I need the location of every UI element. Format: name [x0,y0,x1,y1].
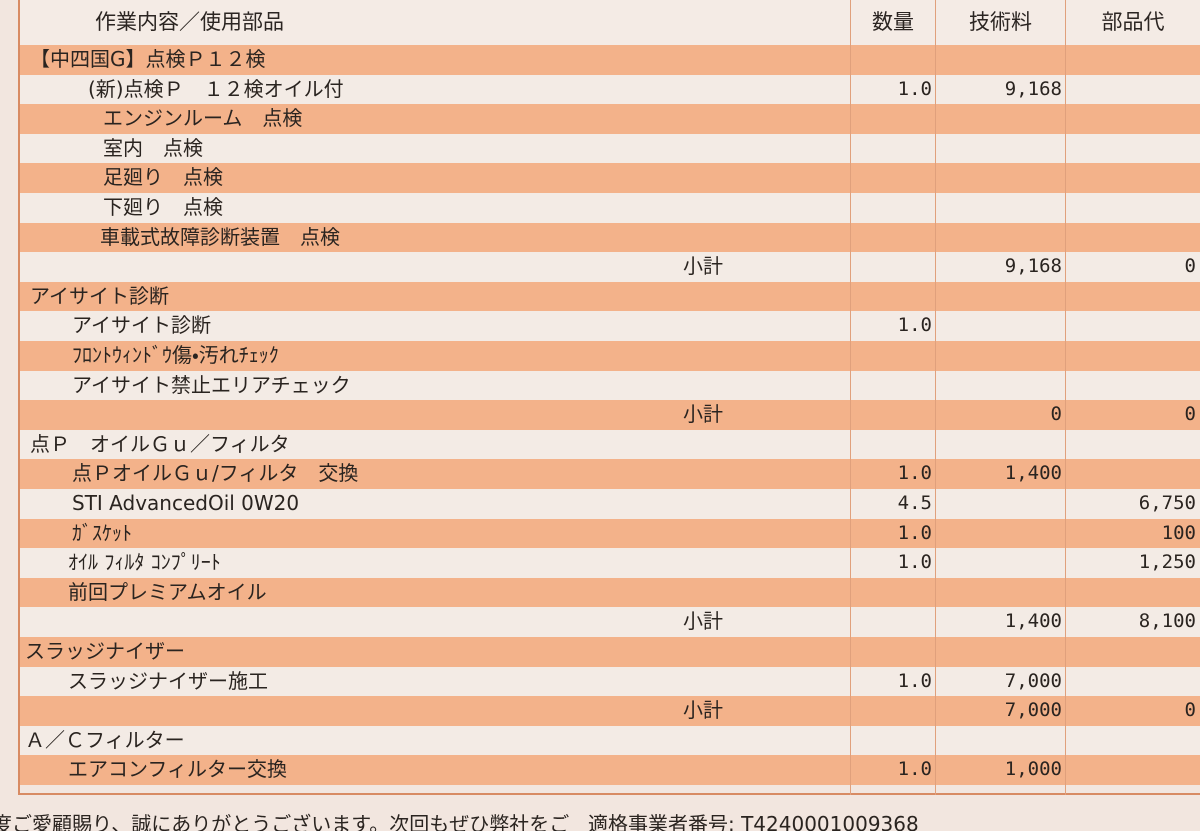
table-row: 小計 0 0 [20,400,1200,430]
item-name: スラッジナイザー施工 [68,668,268,693]
column-divider [850,0,851,795]
table-row: 車載式故障診断装置 点検 [20,222,1200,253]
table-row: 点ＰオイルＧｕ/フィルタ 交換 1.0 1,400 [20,459,1200,489]
table-frame [18,0,1200,795]
table-row: 【中四国G】点検Ｐ１２検 [20,45,1200,75]
labor-fee: 7,000 [1004,669,1062,692]
item-name: スラッジナイザー [25,639,185,663]
quantity: 1.0 [897,521,932,544]
table-row: 室内 点検 [20,133,1200,164]
subtotal-label: 小計 [683,698,723,723]
parts-cost: 1,250 [1138,551,1196,574]
item-name: アイサイト診断 [30,283,169,308]
column-header: 数量 [851,0,935,45]
subtotal-label: 小計 [683,402,723,427]
table-row: (新)点検Ｐ １２検オイル付 1.0 9,168 [20,74,1200,105]
quantity: 4.5 [897,492,932,514]
table-row: STI AdvancedOil 0W20 4.5 6,750 [20,489,1200,519]
quantity: 1.0 [897,551,932,574]
labor-fee: 7,000 [1004,699,1062,722]
labor-fee: 9,168 [1004,77,1062,100]
table-row: エアコンフィルター交換 1.0 1,000 [20,755,1200,785]
quantity: 1.0 [897,462,932,485]
table-row: スラッジナイザー [20,637,1200,667]
labor-fee: 0 [1050,403,1062,426]
table-row: エンジンルーム 点検 [20,104,1200,134]
parts-cost: 6,750 [1138,492,1196,514]
item-name: ﾌﾛﾝﾄｳｨﾝﾄﾞｳ傷・汚れﾁｪｯｸ [72,343,279,367]
table-row: Ａ／Ｃフィルター [20,725,1200,756]
labor-fee: 9,168 [1004,255,1062,278]
item-name: 点ＰオイルＧｕ/フィルタ 交換 [72,461,359,486]
footer-message: 度ご愛顧賜り、誠にありがとうございます。次回もぜひ弊社をご [0,812,570,831]
item-name: Ａ／Ｃフィルター [25,727,185,752]
item-name: 前回プレミアムオイル [68,579,267,604]
parts-cost: 0 [1184,699,1196,722]
table-row: 前回プレミアムオイル [20,577,1200,608]
table-row: 下廻り 点検 [20,193,1200,223]
quantity: 1.0 [897,758,932,781]
item-name: アイサイト禁止エリアチェック [72,372,351,397]
table-row: 小計 9,168 0 [20,252,1200,282]
item-name: 下廻り 点検 [103,195,223,219]
item-name: 室内 点検 [103,135,203,160]
item-name: (新)点検Ｐ １２検オイル付 [88,76,344,101]
item-name: 点Ｐ オイルＧｕ／フィルタ [30,431,290,456]
table-row: 足廻り 点検 [20,163,1200,193]
table-row: アイサイト診断 [20,281,1200,312]
item-name: ｶﾞｽｹｯﾄ [72,520,132,545]
quantity: 1.0 [897,669,932,692]
table-row: 小計 7,000 0 [20,696,1200,726]
header-cell: 作業内容／使用部品 [20,0,850,45]
parts-cost: 100 [1161,521,1196,544]
quantity: 1.0 [897,77,932,100]
parts-cost: 0 [1184,403,1196,426]
column-header: 技術料 [936,0,1065,45]
labor-fee: 1,400 [1004,462,1062,485]
item-name: 車載式故障診断装置 点検 [100,224,340,249]
item-name: アイサイト診断 [72,313,211,338]
subtotal-label: 小計 [683,254,723,279]
table-row: 点Ｐ オイルＧｕ／フィルタ [20,429,1200,460]
registration-number: 適格事業者番号: T4240001009368 [588,812,919,831]
labor-fee: 1,400 [1004,610,1062,633]
table-row: アイサイト禁止エリアチェック [20,370,1200,401]
labor-fee: 1,000 [1004,758,1062,781]
item-name: エンジンルーム 点検 [103,106,303,131]
quantity: 1.0 [897,314,932,337]
table-row: ｵｲﾙ ﾌｨﾙﾀ ｺﾝﾌﾟﾘｰﾄ 1.0 1,250 [20,548,1200,578]
column-divider [1065,0,1066,795]
item-name: STI AdvancedOil 0W20 [72,491,300,515]
table-row: ﾌﾛﾝﾄｳｨﾝﾄﾞｳ傷・汚れﾁｪｯｸ [20,341,1200,371]
item-name: エアコンフィルター交換 [68,757,287,782]
table-row: スラッジナイザー施工 1.0 7,000 [20,666,1200,697]
subtotal-label: 小計 [683,609,723,634]
item-name: ｵｲﾙ ﾌｨﾙﾀ ｺﾝﾌﾟﾘｰﾄ [68,550,221,575]
item-name: 【中四国G】点検Ｐ１２検 [30,47,266,71]
table-row: 小計 1,400 8,100 [20,607,1200,637]
table-row: ｶﾞｽｹｯﾄ 1.0 100 [20,518,1200,549]
column-header: 作業内容／使用部品 [95,10,284,34]
column-header: 部品代 [1066,0,1200,45]
item-name: 足廻り 点検 [103,165,223,190]
table-row: アイサイト診断 1.0 [20,311,1200,341]
column-divider [935,0,936,795]
parts-cost: 8,100 [1138,610,1196,633]
parts-cost: 0 [1184,255,1196,278]
